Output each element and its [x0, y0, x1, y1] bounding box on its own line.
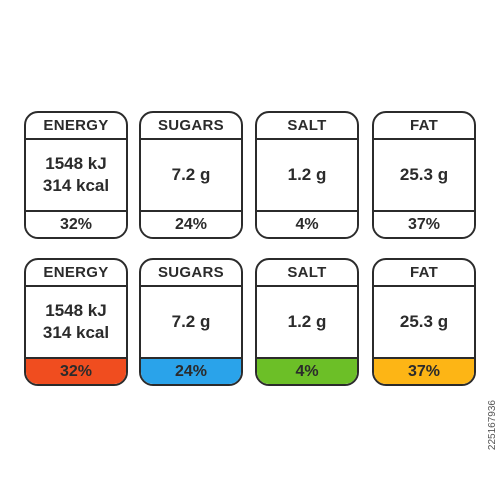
sugars-grams: 7.2 g — [171, 165, 211, 184]
sugars-label-colored: SUGARS 7.2 g 24% — [139, 258, 243, 386]
salt-name: SALT — [257, 260, 357, 287]
salt-percent: 4% — [257, 357, 357, 384]
fat-percent: 37% — [374, 210, 474, 237]
salt-label-colored: SALT 1.2 g 4% — [255, 258, 359, 386]
fat-name: FAT — [374, 260, 474, 287]
energy-kcal: 314 kcal — [42, 323, 110, 342]
fat-grams: 25.3 g — [399, 165, 449, 184]
energy-percent: 32% — [26, 357, 126, 384]
salt-name: SALT — [257, 113, 357, 140]
energy-amount: 1548 kJ 314 kcal — [26, 140, 126, 210]
sugars-label: SUGARS 7.2 g 24% — [139, 111, 243, 239]
salt-label: SALT 1.2 g 4% — [255, 111, 359, 239]
fat-name: FAT — [374, 113, 474, 140]
salt-amount: 1.2 g — [257, 287, 357, 357]
salt-grams: 1.2 g — [287, 312, 327, 331]
fat-amount: 25.3 g — [374, 287, 474, 357]
energy-name: ENERGY — [26, 113, 126, 140]
colored-labels-row: ENERGY 1548 kJ 314 kcal 32% SUGARS 7.2 g… — [0, 258, 500, 388]
sugars-grams: 7.2 g — [171, 312, 211, 331]
energy-percent: 32% — [26, 210, 126, 237]
energy-name: ENERGY — [26, 260, 126, 287]
fat-label-colored: FAT 25.3 g 37% — [372, 258, 476, 386]
energy-label-colored: ENERGY 1548 kJ 314 kcal 32% — [24, 258, 128, 386]
energy-kj: 1548 kJ — [45, 301, 107, 320]
outline-labels-row: ENERGY 1548 kJ 314 kcal 32% SUGARS 7.2 g… — [0, 111, 500, 241]
energy-amount: 1548 kJ 314 kcal — [26, 287, 126, 357]
sugars-amount: 7.2 g — [141, 287, 241, 357]
sugars-percent: 24% — [141, 357, 241, 384]
salt-grams: 1.2 g — [287, 165, 327, 184]
energy-label: ENERGY 1548 kJ 314 kcal 32% — [24, 111, 128, 239]
sugars-name: SUGARS — [141, 113, 241, 140]
salt-amount: 1.2 g — [257, 140, 357, 210]
fat-percent: 37% — [374, 357, 474, 384]
fat-label: FAT 25.3 g 37% — [372, 111, 476, 239]
fat-amount: 25.3 g — [374, 140, 474, 210]
sugars-amount: 7.2 g — [141, 140, 241, 210]
energy-kj: 1548 kJ — [45, 154, 107, 173]
stock-id-watermark: 225167936 — [487, 400, 498, 451]
energy-kcal: 314 kcal — [42, 176, 110, 195]
sugars-name: SUGARS — [141, 260, 241, 287]
fat-grams: 25.3 g — [399, 312, 449, 331]
salt-percent: 4% — [257, 210, 357, 237]
sugars-percent: 24% — [141, 210, 241, 237]
